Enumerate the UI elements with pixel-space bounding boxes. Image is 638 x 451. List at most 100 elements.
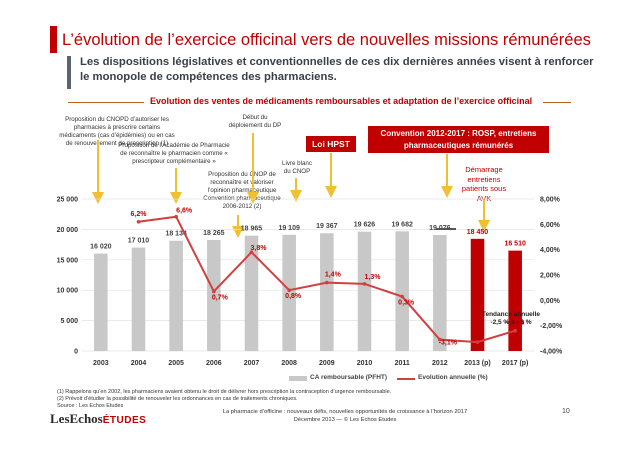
annotation-cnopd: Proposition du CNOPD d’autoriser les pha…	[59, 116, 175, 147]
x-tick-label: 2007	[244, 360, 260, 367]
subtitle: Les dispositions législatives et convent…	[80, 56, 594, 83]
line-label: 0,8%	[285, 293, 302, 300]
annotation-arrows	[92, 133, 490, 238]
y-right-tick: -2,00%	[540, 323, 563, 330]
line-label: 1,3%	[365, 274, 382, 281]
footer-line-2: Décembre 2013 — © Les Echos Etudes	[293, 417, 397, 423]
subtitle-accent-bar	[67, 56, 71, 89]
line-label: 0,7%	[212, 294, 229, 301]
source-note: Source : Les Echos Etudes	[57, 403, 124, 409]
x-tick-label: 2004	[131, 360, 147, 367]
x-tick-label: 2010	[357, 360, 373, 367]
bar-2005	[169, 240, 183, 351]
bar-label: 19 682	[391, 221, 413, 228]
convention-box: Convention 2012-2017 : ROSP, entretiens …	[368, 126, 549, 153]
x-tick-label: 2012	[432, 360, 448, 367]
x-tick-label: 2017 (p)	[502, 360, 528, 367]
annotation-demarrage: Démarrage entretiens patients sous AVK	[461, 165, 507, 203]
title-accent-bar	[50, 26, 57, 53]
legend-bar-label: CA remboursable (PFHT)	[310, 374, 388, 381]
bar-2011	[395, 231, 409, 351]
y-left-tick: 20 000	[57, 227, 79, 234]
loi-hpst-box: Loi HPST	[306, 136, 356, 152]
legend-swatch-line	[397, 378, 415, 380]
page-number: 10	[562, 408, 570, 415]
line-point	[249, 250, 254, 254]
section-rule-left	[68, 102, 144, 103]
line-point	[362, 282, 367, 286]
line-label: 0,3%	[398, 300, 415, 307]
bar-2010	[357, 231, 372, 351]
annotation-cnop-opinion: Proposition du CNOP de reconnaître et va…	[203, 171, 281, 210]
bar-2013 (p)	[470, 238, 485, 351]
bar-label: 19 626	[354, 222, 376, 229]
bar-label: 17 010	[128, 238, 150, 245]
bar-label: 19 367	[316, 223, 338, 230]
line-point	[287, 288, 291, 293]
bar-label: 18 134	[165, 231, 187, 238]
y-right-tick: 8,00%	[540, 197, 561, 204]
annotation-livre-blanc: Livre blanc du CNOP	[282, 160, 312, 175]
line-label: -2,4%	[506, 320, 525, 327]
bar-label: 18 265	[203, 230, 225, 237]
line-label: 6,6%	[176, 208, 193, 215]
bar-2006	[207, 239, 221, 351]
y-left-tick: 25 000	[57, 197, 79, 204]
bar-2007	[244, 235, 259, 351]
bar-2003	[94, 253, 108, 351]
bar-label: 18 965	[241, 226, 263, 233]
line-point	[400, 294, 404, 299]
bar-2017 (p)	[508, 250, 522, 351]
section-rule-right	[543, 102, 571, 103]
bar-label: 19 109	[278, 225, 300, 232]
x-tick-label: 2006	[206, 360, 222, 367]
y-left-tick: 10 000	[57, 288, 79, 295]
y-left-tick: 5 000	[60, 318, 78, 325]
y-right-tick: -4,00%	[540, 349, 563, 356]
line-label: 6,2%	[131, 211, 148, 218]
x-tick-label: 2013 (p)	[464, 360, 490, 367]
bar-2009	[320, 233, 334, 351]
footnote-2: (2) Prévoit d’étudier la possibilité de …	[57, 396, 298, 402]
line-point	[325, 280, 329, 285]
line-point	[513, 328, 517, 333]
y-right-tick: 2,00%	[540, 273, 561, 280]
annotation-dp: Début du déploiement du DP	[228, 114, 282, 129]
line-point	[475, 340, 480, 344]
annotation-academie: Proposition de l’Académie de Pharmacie d…	[118, 142, 230, 165]
line-point	[212, 289, 216, 294]
y-right-tick: 6,00%	[540, 222, 561, 229]
bar-2012	[433, 235, 447, 351]
y-left-tick: 0	[74, 349, 78, 356]
bar-label: 16 020	[90, 244, 112, 251]
logo-sub: ÉTUDES	[102, 415, 147, 426]
y-left-tick: 15 000	[57, 257, 79, 264]
x-tick-label: 2011	[395, 360, 410, 367]
section-title: Evolution des ventes de médicaments remb…	[150, 96, 533, 106]
bar-label: 18 450	[467, 229, 489, 236]
x-tick-label: 2008	[281, 360, 297, 367]
footnote-1: (1) Rappelons qu’en 2002, les pharmacien…	[57, 389, 392, 395]
footer-line-1: La pharmacie d’officine : nouveaux défis…	[222, 409, 468, 415]
page-title: L’évolution de l’exercice officinal vers…	[62, 31, 591, 49]
line-label: 1,4%	[325, 272, 342, 279]
line-label: -3,1%	[439, 340, 458, 347]
line-point	[438, 337, 442, 342]
x-tick-label: 2009	[319, 360, 335, 367]
logo-main: LesEchos	[50, 411, 103, 426]
logo: LesEchosÉTUDES	[50, 411, 146, 427]
legend-swatch-bar	[289, 376, 307, 381]
tendance-dash	[436, 228, 456, 230]
x-tick-label: 2005	[168, 360, 184, 367]
line-point	[136, 220, 141, 224]
bar-2008	[282, 234, 296, 351]
bar-label: 16 510	[504, 241, 526, 248]
y-right-tick: 0,00%	[540, 298, 561, 305]
line-label: 3,8%	[251, 245, 268, 252]
x-tick-label: 2003	[93, 360, 109, 367]
bar-2004	[131, 247, 146, 351]
tendance-label: Tendance annuelle -2,5 % à - 3 %	[481, 311, 541, 326]
legend-line-label: Evolution annuelle (%)	[418, 374, 488, 381]
line-point	[174, 214, 178, 219]
